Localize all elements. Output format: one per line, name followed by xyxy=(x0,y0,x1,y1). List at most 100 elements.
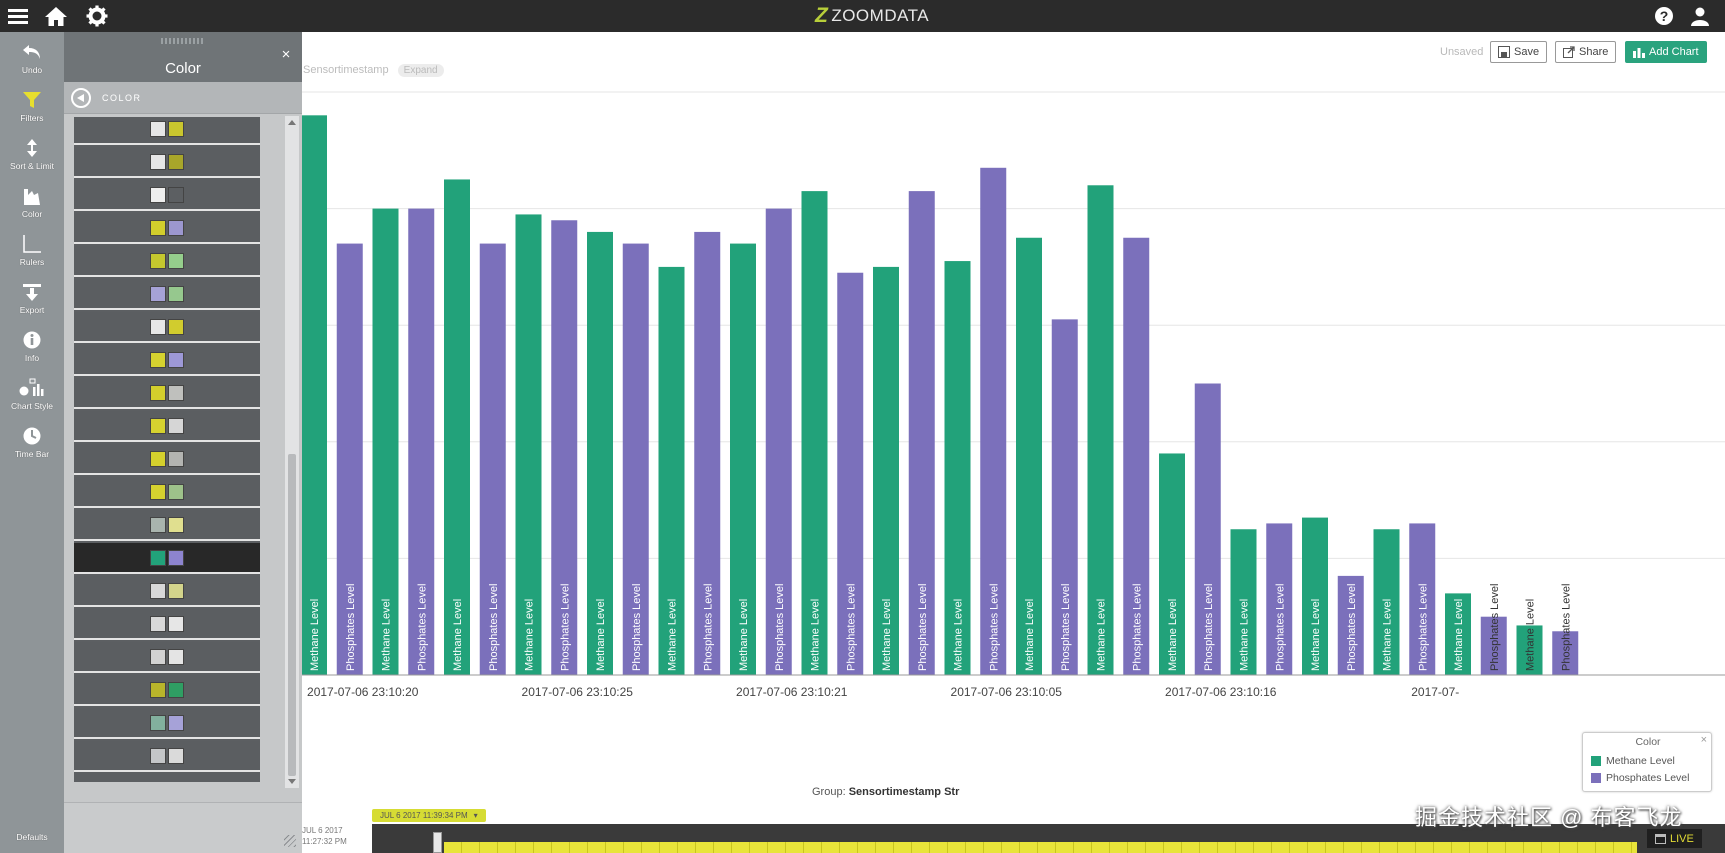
palette-option[interactable] xyxy=(74,312,260,343)
bar[interactable] xyxy=(1409,523,1436,675)
palette-option[interactable] xyxy=(74,510,260,541)
palette-option[interactable] xyxy=(74,576,260,607)
palette-option[interactable] xyxy=(74,213,260,244)
save-button[interactable]: Save xyxy=(1490,41,1548,63)
bar[interactable] xyxy=(479,243,506,675)
bar[interactable] xyxy=(873,266,899,675)
scroll-up-icon[interactable] xyxy=(288,120,296,125)
palette-option[interactable] xyxy=(74,378,260,409)
close-icon[interactable]: × xyxy=(281,46,291,63)
gear-icon[interactable] xyxy=(84,0,110,32)
help-icon[interactable]: ? xyxy=(1652,0,1676,32)
nav-defaults[interactable]: Defaults xyxy=(16,832,48,842)
legend-item-methane[interactable]: Methane Level xyxy=(1591,755,1675,767)
scroll-thumb[interactable] xyxy=(288,454,296,776)
breadcrumb: Sensortimestamp Expand xyxy=(303,64,444,77)
bar[interactable] xyxy=(1123,237,1150,675)
palette-option[interactable] xyxy=(74,543,260,574)
palette-option[interactable] xyxy=(74,117,260,145)
logo-mark-icon: Z xyxy=(815,4,829,27)
x-tick-label: 2017-07- xyxy=(1411,685,1459,699)
bar[interactable] xyxy=(1159,453,1185,675)
bar[interactable] xyxy=(1266,523,1293,675)
bar[interactable] xyxy=(801,191,828,676)
breadcrumb-field[interactable]: Sensortimestamp xyxy=(303,64,389,76)
bar[interactable] xyxy=(336,243,363,675)
bar[interactable] xyxy=(658,266,685,675)
bar[interactable] xyxy=(551,220,578,675)
legend-item-phosphates[interactable]: Phosphates Level xyxy=(1591,772,1689,784)
bar[interactable] xyxy=(1016,237,1042,675)
hamburger-icon[interactable] xyxy=(6,0,30,32)
bar[interactable] xyxy=(1373,529,1400,675)
palette-option[interactable] xyxy=(74,147,260,178)
bar[interactable] xyxy=(1516,625,1543,675)
nav-sort-limit[interactable]: Sort & Limit xyxy=(0,134,64,182)
bar[interactable] xyxy=(408,208,435,675)
bar[interactable] xyxy=(1302,517,1328,675)
legend-title: Color xyxy=(1635,736,1661,748)
palette-option[interactable] xyxy=(74,609,260,640)
bar[interactable] xyxy=(944,261,971,675)
palette-option[interactable] xyxy=(74,246,260,277)
palette-option[interactable] xyxy=(74,180,260,211)
nav-export[interactable]: Export xyxy=(0,278,64,326)
bar[interactable] xyxy=(1087,185,1114,675)
palette-scrollbar[interactable] xyxy=(285,116,299,788)
x-tick-label: 2017-07-06 23:10:25 xyxy=(522,685,634,699)
palette-option[interactable] xyxy=(74,741,260,772)
home-icon[interactable] xyxy=(42,0,70,32)
bar[interactable] xyxy=(515,214,542,675)
back-arrow-icon[interactable] xyxy=(71,88,91,108)
palette-option[interactable] xyxy=(74,279,260,310)
palette-option[interactable] xyxy=(74,708,260,739)
palette-swatch xyxy=(150,351,166,368)
scroll-down-icon[interactable] xyxy=(288,779,296,784)
resize-handle-icon[interactable] xyxy=(284,835,296,847)
nav-color[interactable]: Color xyxy=(0,182,64,230)
share-label: Share xyxy=(1579,46,1609,58)
bar[interactable] xyxy=(302,115,327,675)
bar[interactable] xyxy=(1051,319,1078,675)
group-field[interactable]: Sensortimestamp Str xyxy=(848,786,960,798)
expand-button[interactable]: Expand xyxy=(397,64,444,77)
time-bar-range[interactable] xyxy=(444,842,1679,853)
palette-option[interactable] xyxy=(74,642,260,673)
bar[interactable] xyxy=(444,179,470,675)
bar[interactable] xyxy=(765,208,792,675)
bar[interactable] xyxy=(730,243,756,675)
bar[interactable] xyxy=(587,231,613,676)
nav-time-bar[interactable]: Time Bar xyxy=(0,422,64,470)
bar[interactable] xyxy=(1337,575,1364,675)
nav-info[interactable]: Info xyxy=(0,326,64,374)
bar[interactable] xyxy=(1445,593,1471,675)
share-button[interactable]: Share xyxy=(1555,41,1617,63)
user-icon[interactable] xyxy=(1687,0,1713,32)
bar[interactable] xyxy=(622,243,649,675)
live-button[interactable]: LIVE xyxy=(1647,829,1702,848)
drag-handle[interactable] xyxy=(161,38,203,44)
palette-option[interactable] xyxy=(74,345,260,376)
bar[interactable] xyxy=(372,208,399,675)
bar[interactable] xyxy=(837,272,864,675)
palette-option[interactable] xyxy=(74,444,260,475)
bar[interactable] xyxy=(1480,616,1507,675)
palette-option[interactable] xyxy=(74,411,260,442)
palette-option[interactable] xyxy=(74,675,260,706)
add-chart-button[interactable]: Add Chart xyxy=(1625,41,1707,63)
time-bar-handle[interactable] xyxy=(433,832,442,853)
time-marker[interactable]: JUL 6 2017 11:39:34 PM ▾ xyxy=(372,809,486,822)
bar[interactable] xyxy=(1230,529,1257,675)
bar[interactable] xyxy=(908,191,935,676)
bar[interactable] xyxy=(980,167,1007,675)
nav-rulers[interactable]: Rulers xyxy=(0,230,64,278)
bar[interactable] xyxy=(1194,383,1221,676)
legend-close-icon[interactable]: × xyxy=(1700,734,1707,746)
nav-filters[interactable]: Filters xyxy=(0,86,64,134)
nav-undo[interactable]: Undo xyxy=(0,38,64,86)
bar[interactable] xyxy=(1552,631,1579,675)
top-bar: Z ZOOMDATA ? xyxy=(0,0,1725,32)
bar[interactable] xyxy=(694,231,721,676)
palette-option[interactable] xyxy=(74,477,260,508)
nav-chart-style[interactable]: Chart Style xyxy=(0,374,64,422)
